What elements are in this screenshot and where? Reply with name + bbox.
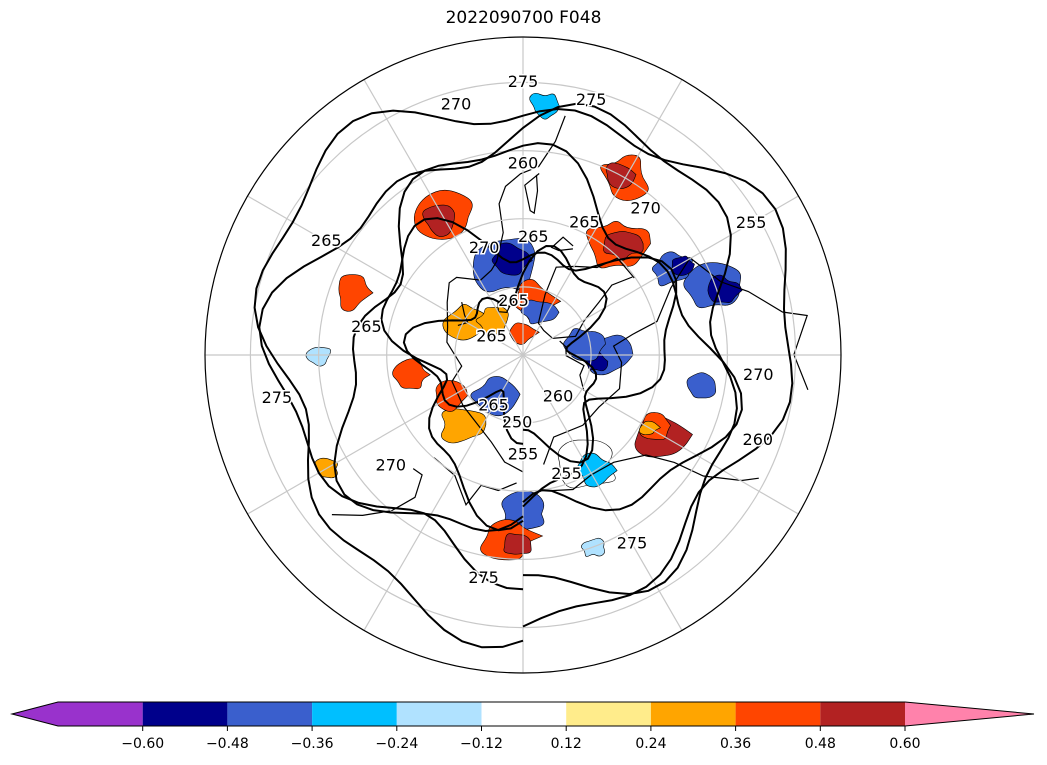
contour-line (258, 102, 738, 596)
contour-label: 265 (569, 213, 600, 232)
contour-label: 260 (508, 154, 539, 173)
field-region (503, 533, 532, 555)
colorbar-tick-label: −0.48 (206, 736, 249, 752)
colorbar-tick-label: 0.36 (720, 736, 751, 752)
contour-label: 250 (502, 412, 533, 431)
contour-label: 265 (351, 317, 382, 336)
meridian (363, 354, 524, 631)
colorbar-box (58, 702, 143, 726)
contour-label: 255 (736, 213, 767, 232)
coastline (331, 468, 423, 517)
contour-label: 265 (311, 231, 342, 250)
contour-labels: 275 275 270 260 270 255 250 255 265 260 265 265 265 2… (260, 70, 775, 588)
polar-map: 275 275 270 260 270 255 250 255 265 260 265 265 265 2… (205, 37, 841, 673)
field-region (441, 408, 487, 444)
meridian (247, 354, 524, 515)
shaded-field (305, 92, 743, 561)
colorbar-tick-label: 0.60 (889, 736, 920, 752)
coastline (546, 454, 759, 492)
contour-line (333, 142, 743, 533)
field-region (491, 242, 533, 276)
contour-label: 275 (262, 388, 293, 407)
field-region (520, 299, 560, 325)
coastline (543, 257, 809, 465)
colorbar-tick-label: −0.60 (121, 736, 164, 752)
colorbar-box (312, 702, 397, 726)
meridian (522, 354, 683, 631)
colorbar-outline (10, 701, 1035, 727)
contour-label: 260 (743, 430, 774, 449)
field-region (338, 274, 374, 312)
coastline (446, 115, 566, 473)
colorbar-tick-label: 0.48 (805, 736, 836, 752)
contour-label: 255 (551, 464, 582, 483)
colorbar-box (396, 702, 482, 726)
contour-label: 275 (508, 72, 539, 91)
map-boundary (204, 36, 842, 674)
contour-label: 275 (468, 568, 499, 587)
field-region (509, 322, 540, 345)
colorbar-box (650, 702, 736, 726)
meridian (522, 79, 683, 356)
contour-label: 270 (630, 198, 661, 217)
contour-lines (253, 102, 794, 649)
meridian (522, 354, 799, 515)
colorbar-tick-label: −0.24 (375, 736, 418, 752)
contour-label: 265 (476, 326, 507, 345)
contour-label: 275 (576, 90, 607, 109)
colorbar-box (735, 702, 821, 726)
coastline (524, 173, 540, 215)
coastline (550, 236, 574, 252)
colorbar-tick-label: −0.12 (460, 736, 503, 752)
contour-label: 270 (743, 365, 774, 384)
contour-line (402, 244, 608, 464)
colorbar-extend-low (12, 702, 58, 726)
contour-line (253, 107, 794, 649)
meridian (363, 79, 524, 356)
colorbar-box (566, 702, 651, 726)
colorbar-tick-label: −0.36 (291, 736, 334, 752)
contour-label: 265 (518, 227, 549, 246)
field-region (671, 255, 695, 276)
colorbar-tick-label: 0.24 (635, 736, 666, 752)
field-region (686, 372, 717, 399)
contour-label: 270 (469, 238, 500, 257)
contour-label: 255 (508, 444, 539, 463)
contour-label: 270 (376, 456, 407, 475)
contour-label: 260 (543, 386, 574, 405)
field-region (470, 376, 521, 417)
meridian (522, 195, 799, 356)
coastline (559, 340, 585, 391)
colorbar-box (227, 702, 313, 726)
contour-label: 265 (478, 396, 509, 415)
contour-label: 270 (441, 94, 472, 113)
chart-title: 2022090700 F048 (445, 8, 602, 28)
colorbar-extend-high (905, 702, 1034, 726)
contour-label: 265 (498, 291, 529, 310)
colorbar-box (481, 702, 567, 726)
contour-label: 275 (617, 533, 648, 552)
colorbar-box (142, 702, 228, 726)
colorbar-tick-label: 0.12 (551, 736, 582, 752)
colorbar: −0.60 −0.48 −0.36 −0.24 −0.12 0.12 0.24 0.36 0.4… (10, 701, 1035, 752)
contour-line (380, 217, 678, 532)
colorbar-box (820, 702, 905, 726)
